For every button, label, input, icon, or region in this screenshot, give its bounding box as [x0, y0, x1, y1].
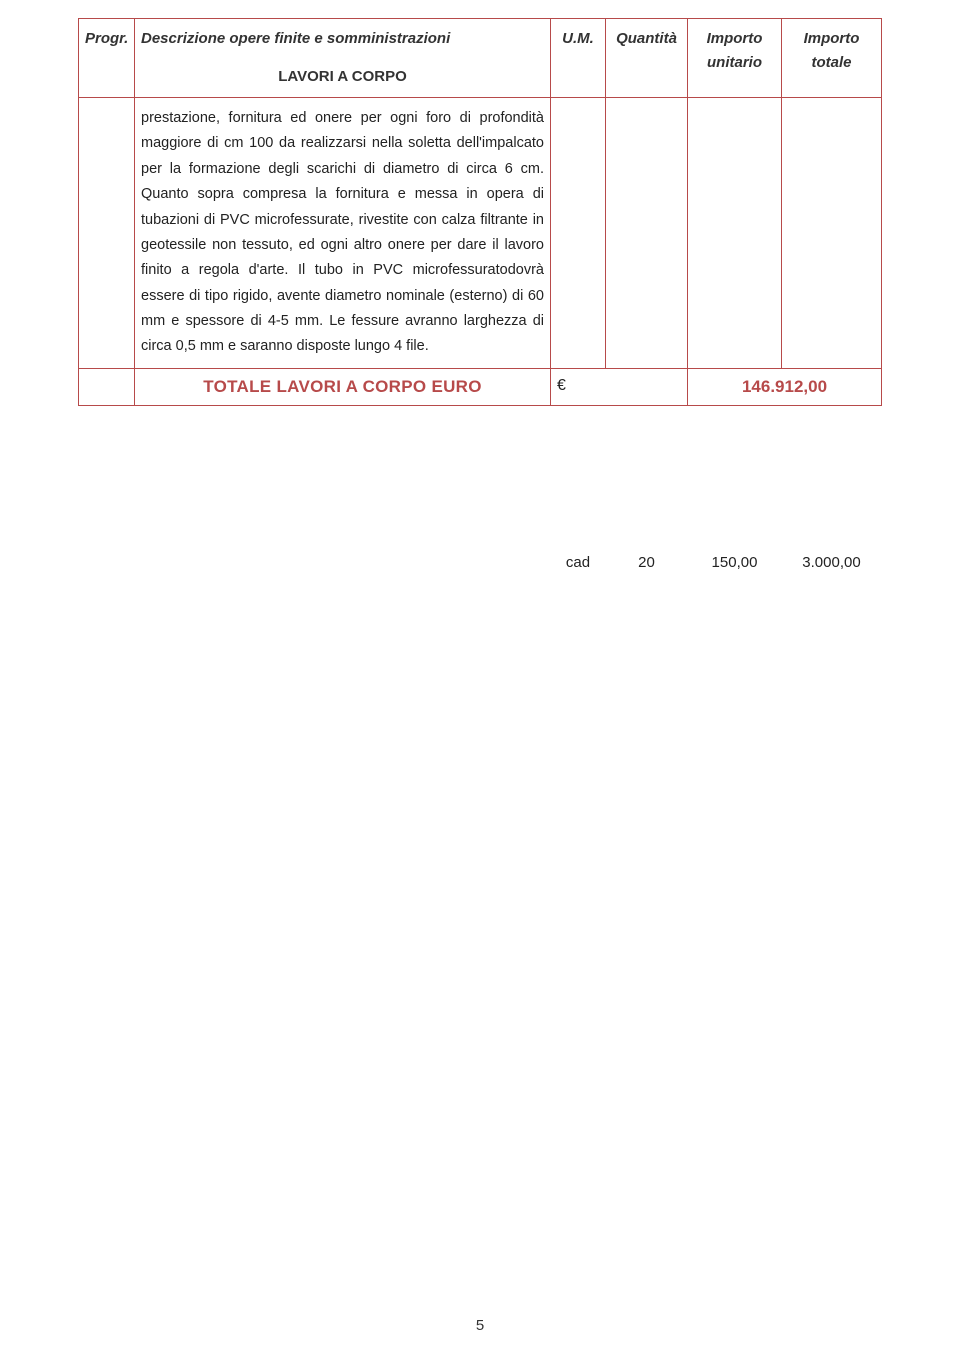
header-tot-line1: Importo [804, 30, 860, 47]
cell-tot: 3.000,00 [782, 98, 882, 369]
total-row: TOTALE LAVORI A CORPO EURO € 146.912,00 [79, 368, 882, 405]
header-qty-text: Quantità [616, 30, 677, 47]
total-progr-cell [79, 368, 135, 405]
qty-value: 20 [606, 554, 687, 571]
page-number: 5 [0, 1317, 960, 1334]
header-row: Progr. Descrizione opere finite e sommin… [79, 19, 882, 98]
currency-symbol: € [557, 377, 566, 394]
total-currency-cell: € [551, 368, 688, 405]
header-um-text: U.M. [562, 30, 594, 47]
cell-qty: 20 [606, 98, 688, 369]
cell-progr [79, 98, 135, 369]
total-value-text: 146.912,00 [742, 377, 827, 396]
header-unit-line1: Importo [707, 30, 763, 47]
cell-um: cad [551, 98, 606, 369]
header-qty: Quantità [606, 19, 688, 98]
header-progr: Progr. [79, 19, 135, 98]
header-um: U.M. [551, 19, 606, 98]
um-value: cad [551, 554, 605, 571]
header-tot: Importo totale [782, 19, 882, 98]
cell-unit: 150,00 [688, 98, 782, 369]
header-desc-line2: LAVORI A CORPO [141, 65, 544, 89]
total-label-text: TOTALE LAVORI A CORPO EURO [203, 377, 482, 396]
main-table: Progr. Descrizione opere finite e sommin… [78, 18, 882, 406]
header-unit-line2: unitario [707, 54, 762, 71]
header-progr-text: Progr. [85, 30, 128, 47]
header-tot-line2: totale [811, 54, 851, 71]
cell-description: prestazione, fornitura ed onere per ogni… [135, 98, 551, 369]
data-row: prestazione, fornitura ed onere per ogni… [79, 98, 882, 369]
header-desc-line1: Descrizione opere finite e somministrazi… [141, 30, 450, 47]
tot-value: 3.000,00 [782, 554, 881, 571]
total-label-cell: TOTALE LAVORI A CORPO EURO [135, 368, 551, 405]
header-unit: Importo unitario [688, 19, 782, 98]
unit-value: 150,00 [688, 554, 781, 571]
header-desc: Descrizione opere finite e somministrazi… [135, 19, 551, 98]
description-text: prestazione, fornitura ed onere per ogni… [141, 110, 544, 354]
page-number-text: 5 [476, 1317, 484, 1334]
document-page: Progr. Descrizione opere finite e sommin… [0, 0, 960, 1358]
total-value-cell: 146.912,00 [688, 368, 882, 405]
